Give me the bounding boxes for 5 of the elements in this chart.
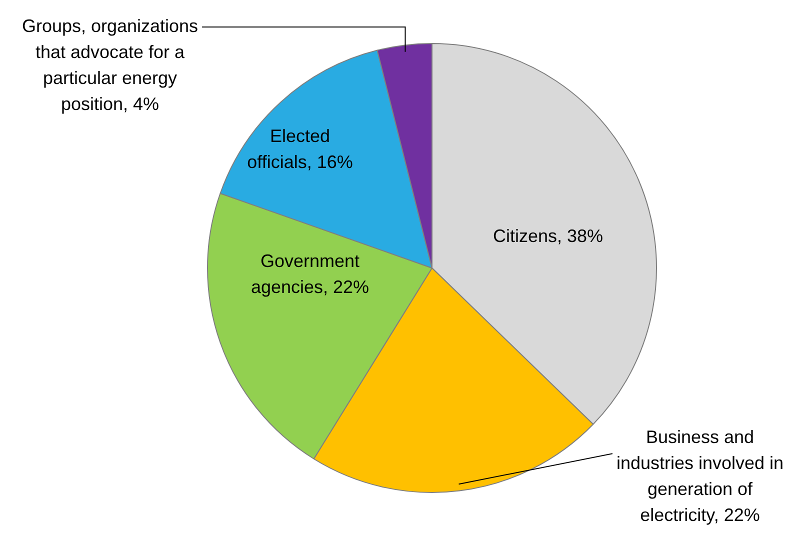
- slice-label: Groups, organizations that advocate for a particular energy position, 4%: [22, 16, 198, 114]
- slice-label: Business and industries involved in generation of electricity, 22%: [616, 426, 784, 525]
- slice-label: Elected officials, 16%: [247, 126, 353, 172]
- slice-label: Government agencies, 22%: [250, 250, 370, 297]
- slice-label: Citizens, 38%: [492, 226, 604, 246]
